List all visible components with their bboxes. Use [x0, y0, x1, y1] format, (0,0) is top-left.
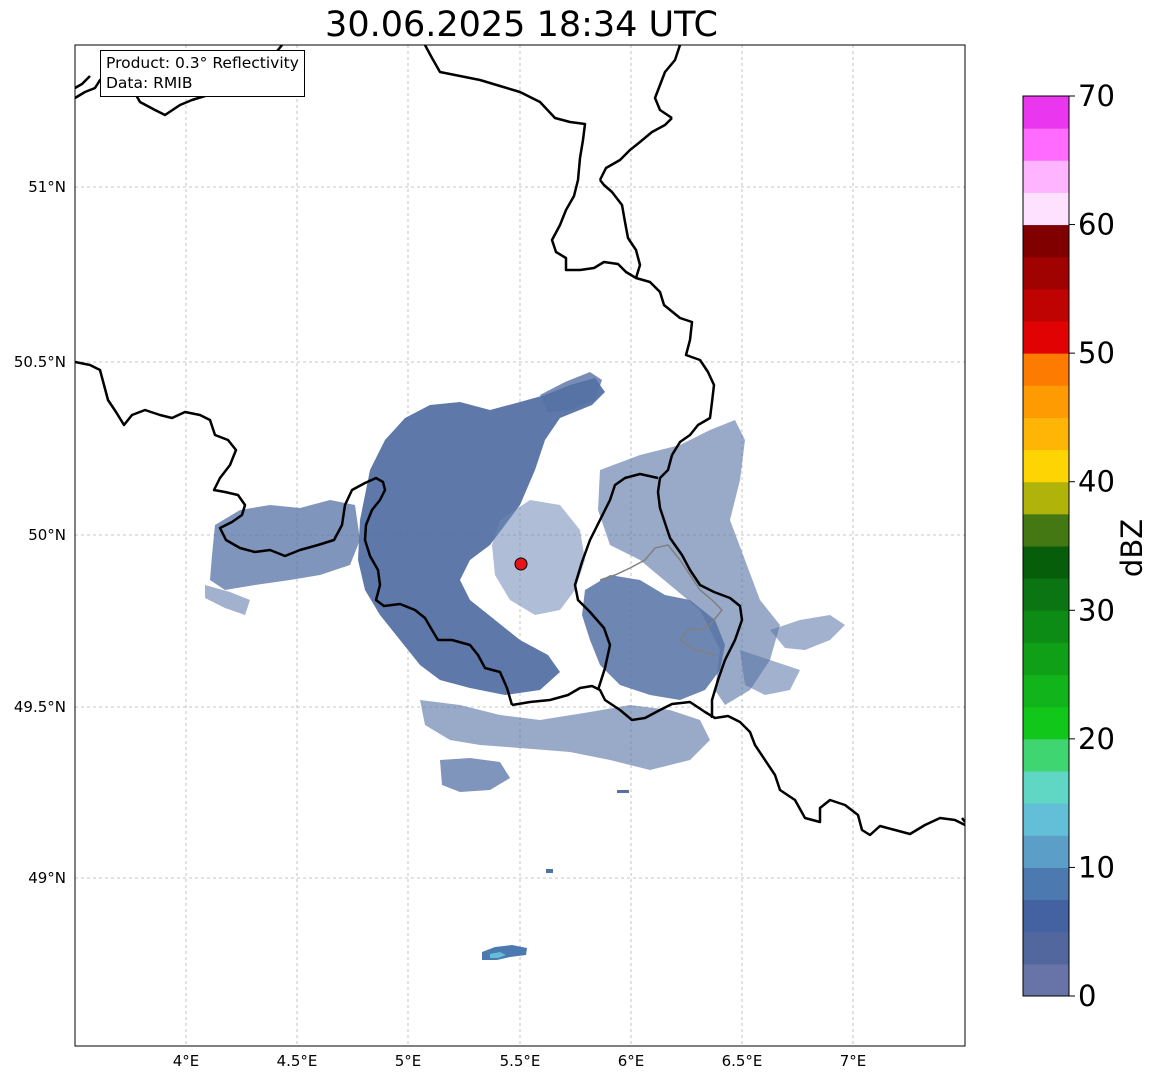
colorbar-segment	[1023, 192, 1069, 226]
y-axis-ticks: 51°N 50.5°N 50°N 49.5°N 49°N	[14, 178, 66, 887]
border-be-fr-west	[75, 360, 514, 706]
border-nl-de	[423, 45, 716, 456]
lat-tick-label: 51°N	[28, 178, 66, 196]
colorbar-segment	[1023, 256, 1069, 290]
colorbar-segment	[1023, 738, 1069, 772]
colorbar-label: dBZ	[1115, 519, 1149, 577]
lon-tick-label: 5.5°E	[500, 1052, 541, 1070]
colorbar-segment	[1023, 224, 1069, 258]
colorbar-segment	[1023, 288, 1069, 322]
echo-southwest-patch	[440, 758, 510, 792]
echo-north-cluster	[540, 372, 602, 412]
border-internal-grey	[599, 544, 724, 656]
radar-echoes	[205, 372, 845, 960]
border-nl-south-limb	[598, 117, 673, 181]
colorbar-tick-label: 0	[1078, 979, 1096, 1013]
echo-far-east	[740, 650, 800, 695]
colorbar-segment	[1023, 128, 1069, 161]
map-border	[74, 44, 966, 1047]
product-label: Product: 0.3° Reflectivity	[106, 54, 299, 72]
colorbar-segment	[1023, 96, 1069, 129]
colorbar-segment	[1023, 513, 1069, 547]
colorbar: 0 10 20 30 40 50 60 70	[1022, 79, 1115, 1013]
echo-small-dot-2	[617, 790, 629, 793]
lon-tick-label: 6°E	[618, 1052, 645, 1070]
colorbar-tick-label: 10	[1078, 850, 1115, 884]
map-title: 30.06.2025 18:34 UTC	[325, 5, 718, 45]
lat-tick-label: 50.5°N	[14, 353, 66, 371]
lat-tick-label: 49°N	[28, 869, 66, 887]
colorbar-segment	[1023, 963, 1069, 997]
echo-south-cell-core	[490, 952, 506, 958]
data-source-label: Data: RMIB	[106, 74, 193, 92]
colorbar-segment	[1023, 867, 1069, 901]
colorbar-segment	[1023, 417, 1069, 451]
colorbar-tick-label: 40	[1078, 465, 1115, 499]
colorbar-segment	[1023, 578, 1069, 611]
radar-site-marker	[514, 557, 528, 571]
echo-south-fringe	[420, 700, 710, 770]
product-info-box: Product: 0.3° Reflectivity Data: RMIB	[100, 50, 305, 97]
colorbar-segment	[1023, 546, 1069, 579]
border-nl-limb-east	[599, 179, 642, 279]
colorbar-segment	[1023, 642, 1069, 676]
colorbar-segment	[1023, 160, 1069, 193]
colorbar-segment	[1023, 449, 1069, 483]
lon-tick-label: 4°E	[173, 1052, 200, 1070]
colorbar-tick-label: 30	[1078, 593, 1115, 627]
colorbar-segment	[1023, 610, 1069, 643]
colorbar-segment	[1023, 771, 1069, 804]
colorbar-tick-label: 20	[1078, 722, 1115, 756]
lon-tick-label: 6.5°E	[722, 1052, 763, 1070]
colorbar-tick-label: 50	[1078, 336, 1115, 370]
colorbar-segment	[1023, 899, 1069, 933]
echo-east-outer	[598, 420, 780, 705]
lon-tick-label: 4.5°E	[277, 1052, 318, 1070]
echo-east-area	[582, 575, 725, 700]
x-axis-ticks: 4°E 4.5°E 5°E 5.5°E 6°E 6.5°E 7°E	[173, 1052, 867, 1070]
colorbar-tick-label: 70	[1078, 79, 1115, 113]
echo-main-area	[358, 378, 605, 695]
echo-west-fringe	[210, 500, 360, 590]
echo-east-streaks	[770, 615, 845, 650]
echo-west-outer	[205, 585, 250, 615]
lat-tick-label: 49.5°N	[14, 698, 66, 716]
colorbar-segment	[1023, 385, 1069, 418]
colorbar-segment	[1023, 321, 1069, 354]
colorbar-segment	[1023, 803, 1069, 836]
border-coast-nw	[75, 75, 91, 90]
colorbar-segment	[1023, 674, 1069, 708]
colorbar-frame	[1022, 95, 1070, 997]
colorbar-segment	[1023, 353, 1069, 386]
lon-tick-label: 7°E	[840, 1052, 867, 1070]
colorbar-segment	[1023, 835, 1069, 868]
colorbar-segment	[1023, 931, 1069, 965]
border-nl-top-right	[653, 45, 682, 120]
border-luxembourg	[573, 472, 659, 691]
lat-tick-label: 50°N	[28, 526, 66, 544]
country-borders	[75, 45, 965, 837]
colorbar-segment	[1023, 481, 1069, 515]
echo-small-dot	[546, 869, 553, 873]
lon-tick-label: 5°E	[395, 1052, 422, 1070]
colorbar-tick-label: 60	[1078, 208, 1115, 242]
echo-central-speckle	[492, 500, 585, 615]
border-be-fr-south	[511, 684, 965, 837]
colorbar-segment	[1023, 706, 1069, 740]
border-be-de-east	[656, 454, 744, 718]
